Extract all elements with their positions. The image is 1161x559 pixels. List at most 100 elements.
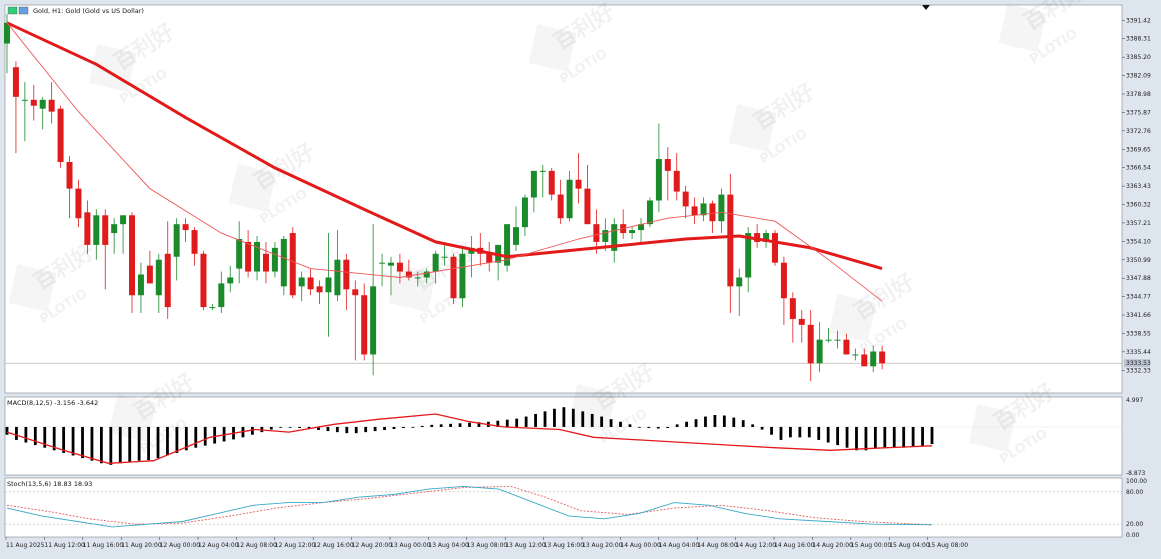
candle-body [173, 224, 180, 257]
candle-body [673, 170, 680, 192]
candle-body [396, 262, 403, 272]
candle-body [629, 230, 636, 234]
candle-body [155, 259, 162, 296]
current-price-badge [1124, 359, 1150, 368]
macd-bar [477, 422, 481, 427]
macd-bar [845, 426, 849, 448]
macd-signal-line [6, 413, 933, 464]
macd-bar [543, 411, 547, 427]
candle-body [763, 233, 770, 242]
candle-body [93, 215, 100, 245]
macd-bar [883, 426, 887, 448]
price-tick-label: 3341.66 [1126, 312, 1151, 319]
macd-bar [298, 426, 302, 428]
macd-bar [213, 426, 217, 444]
macd-bar [656, 426, 660, 429]
price-tick-label: 3372.76 [1126, 128, 1151, 135]
price-tick-label: 3391.42 [1126, 17, 1151, 24]
macd-bar [326, 426, 330, 432]
macd-bar [194, 426, 198, 448]
candle-body [548, 170, 555, 195]
candle-body [432, 253, 439, 272]
candle-body [182, 224, 189, 231]
price-tick-label: 3366.54 [1126, 165, 1151, 172]
macd-bar [930, 426, 934, 445]
candle-body [771, 233, 778, 263]
candle-body [405, 271, 412, 278]
macd-bar [402, 426, 405, 428]
time-tick-label: 14 Aug 20:00 [812, 542, 853, 549]
price-tick-label: 3354.10 [1126, 238, 1151, 245]
macd-bar [873, 426, 877, 448]
candle-body [146, 265, 153, 284]
candle-body [566, 179, 573, 219]
macd-bar [354, 426, 358, 434]
macd-bar [515, 418, 519, 427]
candle-body [504, 224, 511, 266]
macd-bar [505, 419, 509, 427]
macd-bar [420, 425, 424, 427]
macd-bar [760, 426, 764, 430]
candle-body [843, 339, 850, 355]
candle-body [12, 67, 19, 97]
candle-body [387, 262, 394, 266]
candle-body [530, 170, 537, 198]
price-tick-label: 3357.21 [1126, 220, 1151, 227]
macd-bar [62, 426, 66, 453]
macd-bar [722, 415, 726, 427]
price-tick-label: 3375.87 [1126, 109, 1151, 116]
candle-body [245, 241, 252, 272]
candle-body [30, 99, 37, 106]
price-tick-label: 3344.77 [1126, 294, 1151, 301]
candle-body [325, 277, 332, 293]
macd-bar [383, 426, 386, 431]
candle-body [780, 262, 787, 299]
candle-body [611, 224, 618, 251]
candle-body [879, 351, 886, 364]
shift-marker-icon[interactable] [922, 5, 930, 10]
macd-bar [892, 426, 896, 448]
price-tick-label: 3378.98 [1126, 91, 1151, 98]
candle-body [352, 289, 359, 296]
time-tick-label: 14 Aug 12:00 [736, 542, 777, 549]
symbol-icon [7, 6, 18, 15]
price-tick-label: 3335.44 [1126, 349, 1151, 356]
macd-bar [496, 420, 500, 427]
candle-body [280, 238, 287, 287]
macd-bar [666, 426, 670, 428]
time-tick-label: 13 Aug 12:00 [505, 542, 546, 549]
macd-bar [439, 424, 443, 427]
macd-histogram [5, 407, 934, 465]
macd-bar [553, 408, 556, 427]
candle-body [370, 286, 377, 355]
macd-bar [90, 426, 94, 461]
candle-body [441, 256, 448, 258]
macd-bar [619, 421, 622, 427]
macd-bar [175, 426, 179, 453]
macd-bar [562, 407, 566, 427]
candle-body [513, 227, 520, 245]
time-tick-label: 12 Aug 16:00 [313, 542, 354, 549]
candle-body [700, 203, 707, 216]
candle-body [361, 295, 368, 355]
macd-bar [137, 426, 141, 461]
macd-bar [468, 422, 471, 427]
current-price-label: 3333.53 [1126, 360, 1151, 367]
candle-body [262, 253, 269, 272]
macd-bar [817, 426, 821, 440]
candle-body [709, 203, 716, 222]
candle-body [271, 247, 278, 272]
time-tick-label: 15 Aug 08:00 [928, 542, 969, 549]
candle-body [289, 233, 296, 296]
time-tick-label: 12 Aug 04:00 [198, 542, 239, 549]
macd-bar [15, 426, 18, 440]
macd-bar [317, 426, 320, 431]
time-tick-label: 14 Aug 16:00 [774, 542, 815, 549]
price-tick-label: 3350.99 [1126, 257, 1151, 264]
macd-bar [269, 426, 273, 430]
macd-bar [430, 424, 434, 427]
macd-bar [128, 426, 132, 463]
